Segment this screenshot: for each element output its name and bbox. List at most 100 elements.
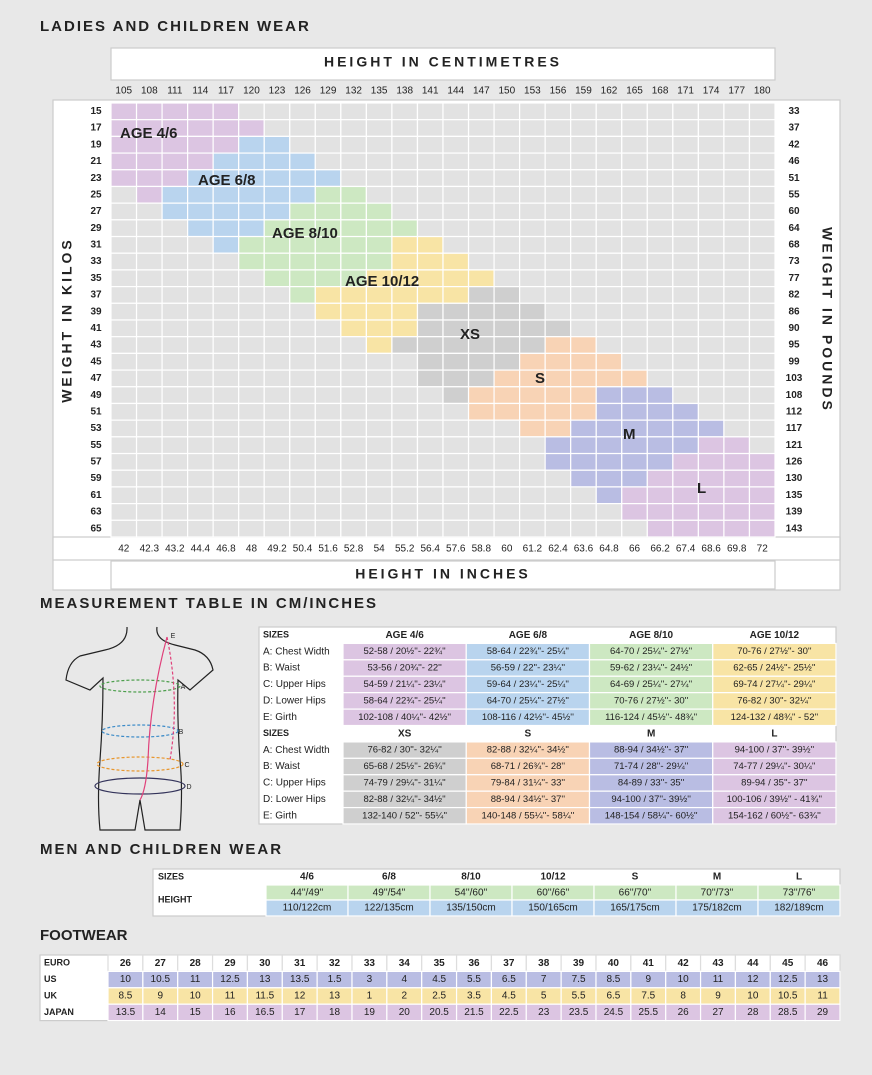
shoe-size: 7 [541,974,547,985]
grid-cell [110,436,138,455]
shoe-size: 9 [715,991,721,1002]
grid-cell [493,135,521,154]
grid-cell [723,185,751,204]
grid-cell [519,152,546,171]
kg-label: 43 [90,340,102,351]
grid-cell [697,503,725,521]
grid-cell [391,436,419,455]
grid-cell [519,419,546,438]
grid-cell [365,452,393,471]
grid-cell [595,185,623,204]
grid-cell [467,386,495,405]
grid-cell [238,152,265,171]
grid-cell [570,436,597,455]
grid-cell [187,352,214,371]
grid-cell [544,469,572,488]
grid-cell [595,302,623,321]
grid-cell [263,369,291,388]
grid-cell [621,336,648,354]
grid-cell [748,235,776,254]
grid-cell [621,219,648,238]
table-value: 71-74 / 28''- 29¼'' [614,761,689,772]
grid-cell [646,369,674,388]
grid-cell [595,135,623,154]
grid-cell [263,452,291,471]
grid-cell [416,336,444,354]
grid-cell [416,352,444,371]
grid-cell [493,486,521,505]
axis-title: HEIGHT IN INCHES [355,566,531,582]
grid-cell [672,386,699,405]
kg-label: 21 [90,156,102,167]
grid-cell [621,319,648,338]
shoe-size: 1.5 [328,974,342,985]
inch-label: 48 [246,544,258,555]
column-header: XS [398,728,412,739]
grid-cell [365,219,393,238]
grid-cell [340,352,367,371]
grid-cell [646,102,674,121]
cm-label: 174 [703,86,720,97]
grid-cell [365,419,393,438]
grid-cell [365,486,393,505]
grid-cell [544,503,572,521]
grid-cell [672,102,699,121]
inch-label: 57.6 [446,544,466,555]
grid-cell [289,486,316,505]
shoe-size: 18 [329,1007,341,1018]
grid-cell [187,102,214,121]
shoe-size: 31 [294,958,306,969]
table-header: SIZES [263,728,289,738]
grid-cell [187,436,214,455]
grid-cell [595,503,623,521]
grid-cell [442,369,470,388]
grid-cell [621,519,648,538]
grid-cell [646,319,674,338]
lb-label: 82 [788,290,800,301]
table-value: 89-94 / 35''- 37'' [741,777,808,788]
grid-cell [314,386,342,405]
grid-cell [442,235,470,254]
grid-cell [340,402,367,421]
girth-line [139,636,168,801]
table-cell [712,806,837,825]
grid-cell [161,235,189,254]
grid-cell [161,386,189,405]
grid-cell [723,436,751,455]
header-box [110,47,776,81]
cm-label: 120 [243,86,260,97]
kg-label: 25 [90,189,102,200]
grid-cell [416,386,444,405]
grid-cell [748,286,776,304]
shoe-size: 25.5 [639,1007,659,1018]
shoe-size: 9 [158,991,164,1002]
grid-cell [238,402,265,421]
grid-cell [135,336,163,354]
shoe-size: 13 [329,991,341,1002]
grid-cell [672,152,699,171]
inch-label: 69.8 [727,544,747,555]
grid-cell [212,252,240,271]
grid-cell [416,169,444,188]
grid-cell [135,202,163,221]
grid-cell [391,185,419,204]
grid-cell [621,235,648,254]
grid-cell [314,503,342,521]
grid-cell [238,352,265,371]
table-value: 70-76 / 27½''- 30'' [614,695,689,706]
grid-cell [212,369,240,388]
shoe-size: 29 [224,958,236,969]
grid-cell [723,152,751,171]
grid-cell [646,152,674,171]
grid-cell [391,352,419,371]
grid-cell [289,519,316,538]
grid-cell [697,336,725,354]
kg-label: 47 [90,373,102,384]
grid-cell [212,469,240,488]
grid-cell [110,202,138,221]
grid-cell [570,302,597,321]
grid-cell [467,503,495,521]
grid-cell [340,386,367,405]
grid-cell [646,386,674,405]
grid-cell [161,369,189,388]
